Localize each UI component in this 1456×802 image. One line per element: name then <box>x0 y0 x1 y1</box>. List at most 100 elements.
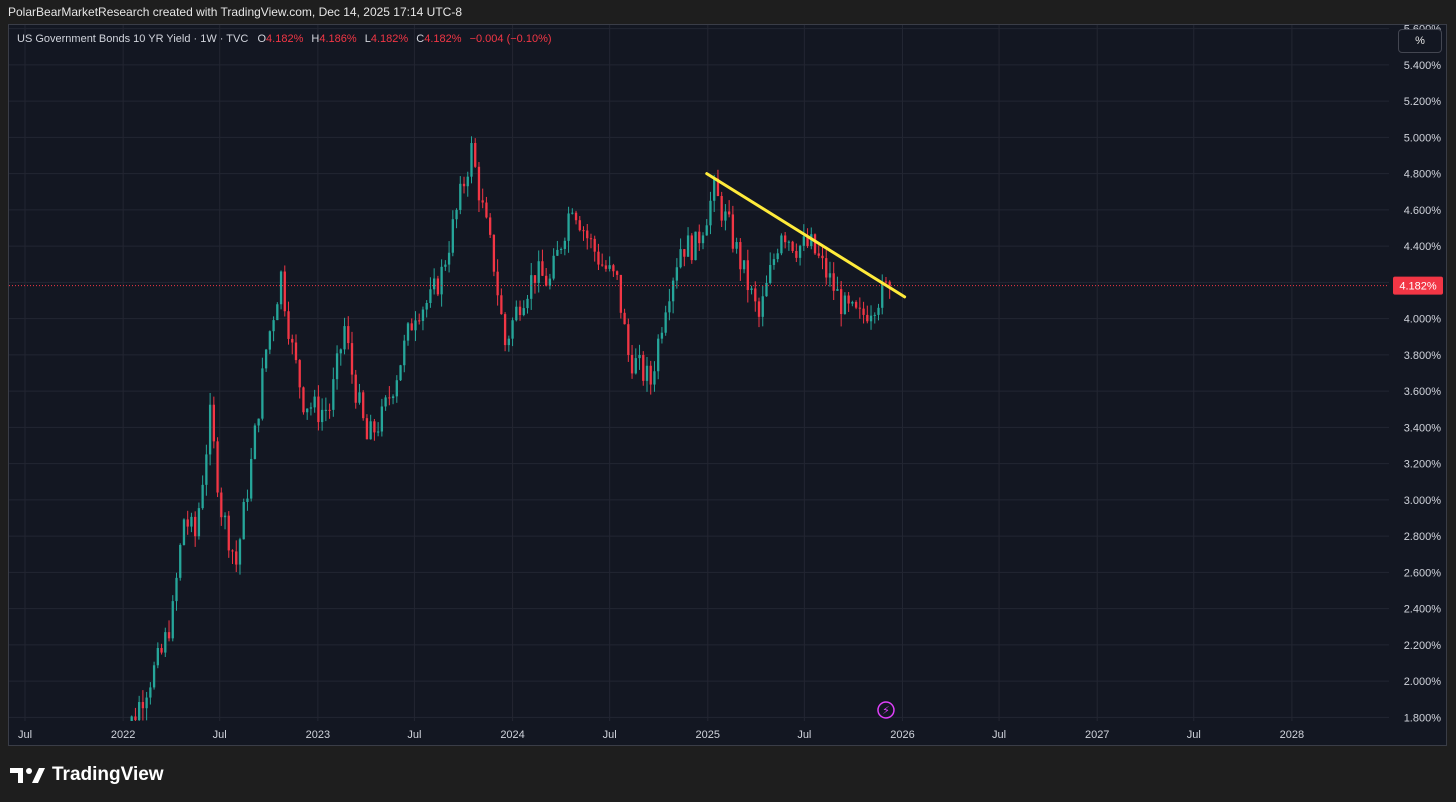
low-label: L <box>364 33 371 45</box>
x-tick-label: Jul <box>18 729 32 741</box>
candle-body <box>589 238 593 240</box>
candle-body <box>462 183 466 187</box>
candle-body <box>309 407 313 409</box>
candle-body <box>586 230 589 239</box>
candle-body <box>679 249 682 268</box>
tradingview-logo-icon <box>10 768 45 783</box>
high-label: H <box>311 33 320 45</box>
x-tick-label: Jul <box>797 729 811 741</box>
candle-body <box>242 501 245 540</box>
candle-body <box>257 418 260 426</box>
candle-body <box>862 308 865 315</box>
candle-body <box>268 331 272 350</box>
candle-body <box>212 404 215 442</box>
candle-body <box>208 404 212 455</box>
candle-body <box>373 421 376 433</box>
last-price-label: 4.182% <box>1399 281 1437 293</box>
y-tick-label: 3.600% <box>1404 386 1442 398</box>
candle-body <box>817 253 820 256</box>
candle-body <box>264 349 268 369</box>
candle-body <box>645 365 649 381</box>
symbol-title: US Government Bonds 10 YR Yield · 1W · T… <box>17 33 249 45</box>
percent-scale-button[interactable]: % <box>1398 29 1442 53</box>
chart-pane[interactable]: 1.800% 2.000% 2.200% 2.400% 2.600% 2.800% 3.00… <box>8 24 1447 746</box>
candle-body <box>709 200 712 226</box>
candle-body <box>489 217 492 235</box>
candle-body <box>354 374 357 403</box>
y-tick-label: 3.000% <box>1404 495 1442 507</box>
candle-body <box>160 648 163 653</box>
candle-body <box>455 209 458 220</box>
candle-body <box>451 219 454 253</box>
candle-body <box>866 314 869 322</box>
candle-body <box>447 252 451 265</box>
candle-body <box>832 273 835 291</box>
candle-body <box>466 176 469 187</box>
candle-body <box>145 697 148 709</box>
candle-body <box>541 261 544 276</box>
candle-body <box>481 200 484 203</box>
candle-body <box>802 236 805 246</box>
close-value: 4.182% <box>424 33 462 45</box>
last-price-tag <box>1393 276 1443 295</box>
candle-body <box>765 283 768 297</box>
candle-body <box>724 211 727 221</box>
candle-body <box>253 425 257 459</box>
candle-body <box>821 255 824 259</box>
y-tick-label: 4.400% <box>1404 241 1442 253</box>
candle-body <box>369 421 372 440</box>
close-label: C <box>416 33 425 45</box>
candle-body <box>795 250 798 258</box>
candle-body <box>686 235 690 257</box>
candle-body <box>828 273 832 278</box>
x-tick-label: 2022 <box>111 729 135 741</box>
candle-body <box>757 301 761 317</box>
candle-body <box>350 343 354 375</box>
candle-body <box>869 315 873 322</box>
candle-body <box>444 264 447 267</box>
candle-body <box>533 275 537 283</box>
candle-body <box>317 396 320 423</box>
candle-body <box>347 326 350 344</box>
candle-body <box>440 266 443 295</box>
candle-body <box>149 687 152 698</box>
candle-body <box>485 202 488 218</box>
candle-body <box>530 275 533 299</box>
y-tick-label: 4.800% <box>1404 169 1442 181</box>
candle-body <box>223 515 227 518</box>
candle-body <box>690 235 693 261</box>
y-tick-label: 2.600% <box>1404 567 1442 579</box>
candle-body <box>716 178 720 197</box>
candle-body <box>291 338 294 343</box>
x-tick-label: Jul <box>407 729 421 741</box>
trendline[interactable] <box>705 172 907 299</box>
candle-body <box>425 302 428 310</box>
candle-body <box>201 484 204 509</box>
symbol-legend: US Government Bonds 10 YR Yield · 1W · T… <box>17 33 557 45</box>
candle-body <box>388 397 391 399</box>
x-tick-label: Jul <box>213 729 227 741</box>
candle-body <box>660 332 664 339</box>
candle-body <box>503 314 507 346</box>
x-tick-label: Jul <box>603 729 617 741</box>
candle-body <box>881 281 884 308</box>
candle-body <box>421 309 425 321</box>
candle-body <box>548 278 552 286</box>
tradingview-brand: TradingView <box>52 764 164 785</box>
candle-body <box>727 211 731 215</box>
candle-body <box>403 340 406 366</box>
candle-body <box>130 716 133 721</box>
candle-body <box>294 342 298 361</box>
candle-body <box>320 409 324 423</box>
y-tick-label: 5.400% <box>1404 60 1442 72</box>
candle-body <box>279 271 283 305</box>
candle-body <box>769 264 772 284</box>
candlestick-chart[interactable]: 1.800% 2.000% 2.200% 2.400% 2.600% 2.800% 3.00… <box>9 25 1446 745</box>
candle-body <box>194 516 197 537</box>
candle-body <box>182 519 186 545</box>
candle-body <box>884 281 888 283</box>
candle-body <box>496 271 499 296</box>
tradingview-logo: TradingView <box>10 764 164 786</box>
candle-body <box>511 320 514 339</box>
event-marker-icon[interactable] <box>877 701 895 719</box>
